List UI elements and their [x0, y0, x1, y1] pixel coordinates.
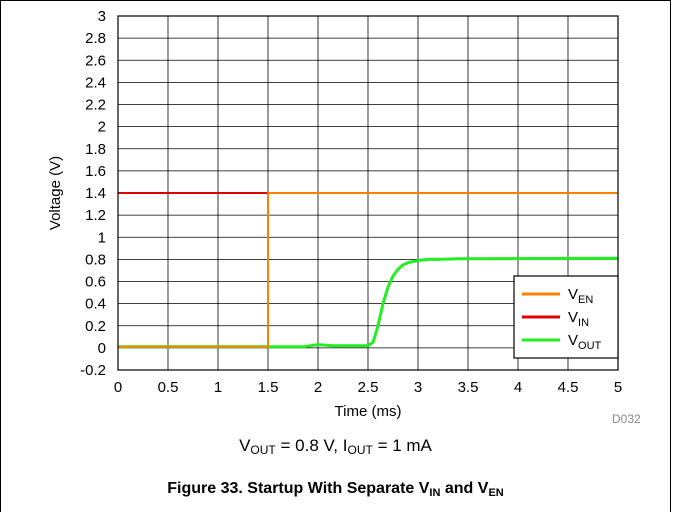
y-tick-label: 0.8	[85, 251, 106, 268]
y-tick-label: 1.4	[85, 185, 106, 202]
y-tick-label: 0.2	[85, 318, 106, 335]
startup-chart: 0 0.5 1 1.5 2 2.5 3 3.5 4 4.5 5 -0.2 0 0.2 0.4 0.6 0.8 1…	[47, 8, 622, 420]
x-tick-label: 1.5	[258, 379, 279, 396]
y-axis-label: Voltage (V)	[47, 156, 64, 230]
y-tick-label: 3	[98, 8, 106, 25]
y-tick-label: 2	[98, 119, 106, 136]
caption-middle: and V	[444, 480, 489, 497]
x-tick-label: 3	[414, 379, 422, 396]
x-axis-label: Time (ms)	[335, 403, 402, 420]
y-tick-label: 2.8	[85, 30, 106, 47]
legend-label: VOUT	[568, 332, 602, 352]
y-tick-label: 1.8	[85, 141, 106, 158]
figure-id: D032	[612, 412, 641, 426]
test-conditions: VOUT = 0.8 V, IOUT = 1 mA	[0, 436, 671, 457]
vout-subscript: OUT	[250, 443, 276, 457]
caption-sub-in: IN	[429, 487, 441, 499]
legend-label: VIN	[568, 309, 589, 329]
y-tick-label: 0	[98, 340, 106, 357]
x-tick-label: 1	[214, 379, 222, 396]
plot-border	[117, 15, 619, 371]
vout-symbol: V	[239, 436, 251, 455]
legend-label: VEN	[568, 286, 593, 306]
iout-value: = 1 mA	[377, 436, 432, 455]
y-tick-label: 0.6	[85, 274, 106, 291]
iout-symbol: I	[342, 436, 348, 455]
y-tick-label: -0.2	[80, 362, 106, 379]
y-tick-label: 2.4	[85, 74, 106, 91]
y-tick-labels: -0.2 0 0.2 0.4 0.6 0.8 1 1.2 1.4 1.6 1.8 2 2.2 2.4 2.6…	[80, 8, 106, 379]
x-tick-label: 3.5	[458, 379, 479, 396]
y-tick-label: 2.2	[85, 97, 106, 114]
y-tick-label: 2.6	[85, 52, 106, 69]
y-tick-label: 0.4	[85, 296, 106, 313]
x-tick-label: 2.5	[358, 379, 379, 396]
x-tick-label: 2	[314, 379, 322, 396]
series-line-en	[118, 192, 618, 348]
x-tick-label: 4	[514, 379, 522, 396]
x-tick-label: 5	[614, 379, 622, 396]
caption-sub-en: EN	[488, 487, 504, 499]
iout-subscript: OUT	[347, 443, 373, 457]
x-tick-label: 4.5	[558, 379, 579, 396]
figure-caption: Figure 33. Startup With Separate VIN and…	[0, 480, 671, 499]
x-tick-label: 0	[114, 379, 122, 396]
vout-value: = 0.8 V,	[280, 436, 339, 455]
legend: VEN VIN VOUT	[513, 275, 619, 359]
y-tick-label: 1.2	[85, 207, 106, 224]
x-tick-label: 0.5	[158, 379, 179, 396]
caption-prefix: Figure 33. Startup With Separate V	[167, 480, 430, 497]
series-line-out	[118, 256, 619, 349]
y-tick-label: 1.6	[85, 163, 106, 180]
x-tick-labels: 0 0.5 1 1.5 2 2.5 3 3.5 4 4.5 5	[114, 379, 622, 396]
y-tick-label: 1	[98, 229, 106, 246]
series-lines	[118, 192, 619, 349]
